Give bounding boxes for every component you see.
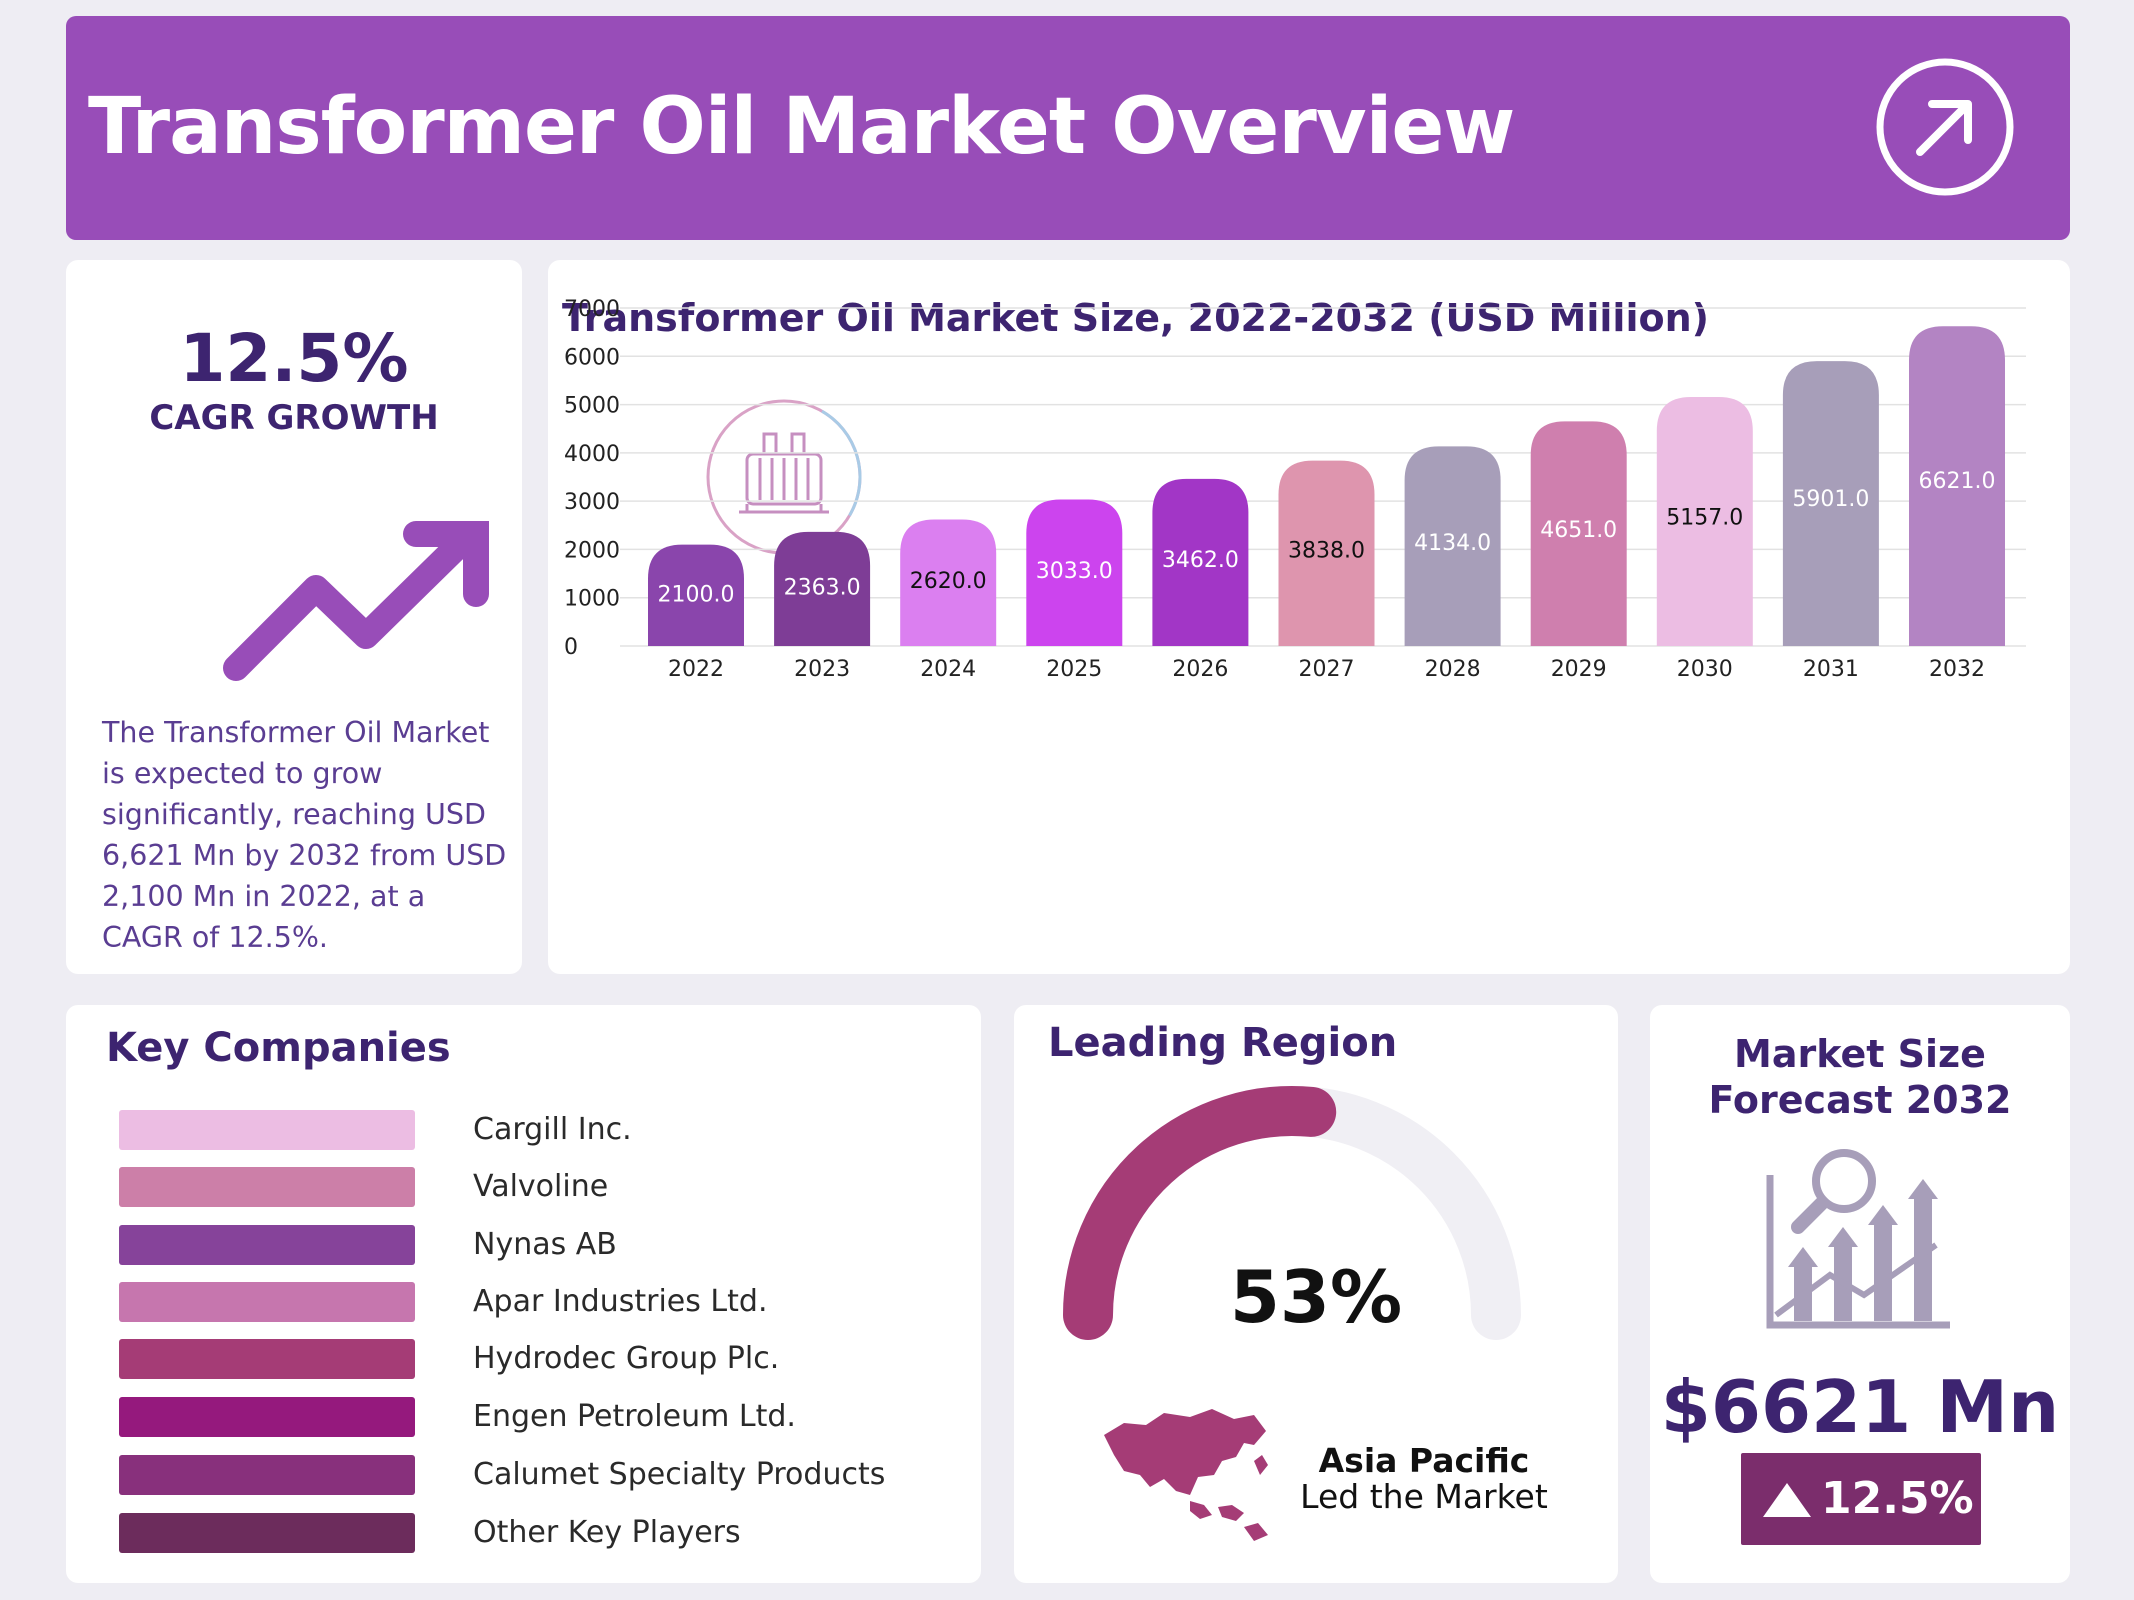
x-tick-label: 2022 <box>668 657 724 682</box>
x-tick-label: 2032 <box>1929 657 1985 682</box>
arrow-up-right-circle-icon <box>1876 58 2014 196</box>
bar-2023 <box>774 531 871 646</box>
bar-2032 <box>1909 326 2005 646</box>
bar-value-label: 5901.0 <box>1792 487 1869 512</box>
cagr-description: The Transformer Oil Market is expected t… <box>102 716 507 954</box>
bar-2025 <box>1026 499 1123 646</box>
company-row: Nynas AB <box>119 1225 959 1267</box>
region-name: Asia Pacific <box>1318 1441 1530 1480</box>
forecast-title: Market Size Forecast 2032 <box>1650 1031 2070 1123</box>
trend-up-arrow-icon <box>223 521 489 681</box>
market-size-chart-card: Transformer Oil Market Size, 2022-2032 (… <box>548 260 2070 974</box>
company-row: Valvoline <box>119 1167 959 1209</box>
page-title: Transformer Oil Market Overview <box>88 82 1515 172</box>
x-tick-label: 2027 <box>1299 657 1355 682</box>
bar-2030 <box>1656 396 1753 646</box>
bar-value-label: 2363.0 <box>784 576 861 601</box>
y-tick-label: 7000 <box>564 297 620 322</box>
forecast-title-line2: Forecast 2032 <box>1708 1078 2012 1122</box>
company-name: Calumet Specialty Products <box>473 1457 886 1492</box>
company-name: Nynas AB <box>473 1227 617 1262</box>
region-share-gauge <box>1063 1086 1521 1340</box>
bar-value-label: 2620.0 <box>910 569 987 594</box>
x-tick-label: 2025 <box>1046 657 1102 682</box>
company-swatch <box>119 1397 415 1437</box>
x-tick-label: 2026 <box>1172 657 1228 682</box>
company-swatch <box>119 1225 415 1265</box>
x-tick-label: 2024 <box>920 657 976 682</box>
asia-pacific-map-icon <box>1104 1409 1268 1541</box>
bar-value-label: 2100.0 <box>658 582 735 607</box>
company-swatch <box>119 1513 415 1553</box>
company-name: Apar Industries Ltd. <box>473 1284 768 1319</box>
y-tick-label: 2000 <box>564 538 620 563</box>
bar-value-label: 5157.0 <box>1666 506 1743 531</box>
key-companies-card: Key Companies Cargill Inc. Valvoline Nyn… <box>66 1005 981 1583</box>
bar-2024 <box>900 519 997 646</box>
y-tick-label: 4000 <box>564 442 620 467</box>
header-banner: Transformer Oil Market Overview <box>66 16 2070 240</box>
company-swatch <box>119 1339 415 1379</box>
chart-title: Transformer Oil Market Size, 2022-2032 (… <box>562 296 1709 340</box>
forecast-title-line1: Market Size <box>1734 1032 1986 1076</box>
y-tick-label: 1000 <box>564 587 620 612</box>
forecast-card: Market Size Forecast 2032 $6621 Mn 12.5% <box>1650 1005 2070 1583</box>
company-name: Hydrodec Group Plc. <box>473 1341 780 1376</box>
y-tick-label: 6000 <box>564 345 620 370</box>
company-name: Other Key Players <box>473 1515 741 1550</box>
y-tick-label: 3000 <box>564 490 620 515</box>
x-tick-label: 2030 <box>1677 657 1733 682</box>
bar-value-label: 4651.0 <box>1540 518 1617 543</box>
bar-value-label: 4134.0 <box>1414 531 1491 556</box>
bar-2031 <box>1782 361 1879 646</box>
bar-value-label: 3462.0 <box>1162 548 1239 573</box>
company-swatch <box>119 1455 415 1495</box>
bar-2022 <box>648 544 744 646</box>
bar-2028 <box>1404 446 1501 646</box>
x-tick-label: 2023 <box>794 657 850 682</box>
company-swatch <box>119 1110 415 1150</box>
company-swatch <box>119 1167 415 1207</box>
gauge-fill <box>1063 1086 1337 1340</box>
bar-2027 <box>1278 460 1375 646</box>
region-subtitle: Led the Market <box>1300 1477 1548 1516</box>
bar-2026 <box>1152 478 1249 646</box>
growth-badge: 12.5% <box>1741 1453 1981 1545</box>
triangle-up-icon <box>1763 1483 1811 1517</box>
bar-value-label: 3033.0 <box>1036 559 1113 584</box>
companies-title: Key Companies <box>106 1025 451 1071</box>
growth-analysis-chart-icon <box>1766 1149 1950 1329</box>
y-tick-label: 0 <box>564 635 578 660</box>
bar-chart: 0 1000 2000 3000 4000 5000 6000 7000 2100.0 2022… <box>564 297 2026 682</box>
x-tick-label: 2028 <box>1425 657 1481 682</box>
y-tick-label: 5000 <box>564 394 620 419</box>
growth-badge-value: 12.5% <box>1821 1473 1974 1524</box>
company-name: Cargill Inc. <box>473 1112 632 1147</box>
company-name: Engen Petroleum Ltd. <box>473 1399 796 1434</box>
bar-value-label: 3838.0 <box>1288 539 1365 564</box>
bar-2029 <box>1530 421 1627 646</box>
company-swatch <box>119 1282 415 1322</box>
company-row: Other Key Players <box>119 1513 959 1555</box>
forecast-value: $6621 Mn <box>1660 1365 2060 1449</box>
x-tick-label: 2031 <box>1803 657 1859 682</box>
cagr-value: 12.5% <box>179 320 409 397</box>
region-title: Leading Region <box>1048 1020 1398 1066</box>
leading-region-card: Leading Region 53% Asia Pacific Led the … <box>1014 1005 1618 1583</box>
company-row: Hydrodec Group Plc. <box>119 1339 959 1381</box>
x-tick-label: 2029 <box>1551 657 1607 682</box>
company-name: Valvoline <box>473 1169 609 1204</box>
bar-value-label: 6621.0 <box>1919 469 1996 494</box>
cagr-card: 12.5% CAGR GROWTH The Transformer Oil Ma… <box>66 260 522 974</box>
cagr-label: CAGR GROWTH <box>149 398 439 438</box>
company-row: Calumet Specialty Products <box>119 1455 959 1497</box>
company-row: Apar Industries Ltd. <box>119 1282 959 1324</box>
company-row: Engen Petroleum Ltd. <box>119 1397 959 1439</box>
region-share-value: 53% <box>1229 1255 1403 1339</box>
company-row: Cargill Inc. <box>119 1110 959 1152</box>
